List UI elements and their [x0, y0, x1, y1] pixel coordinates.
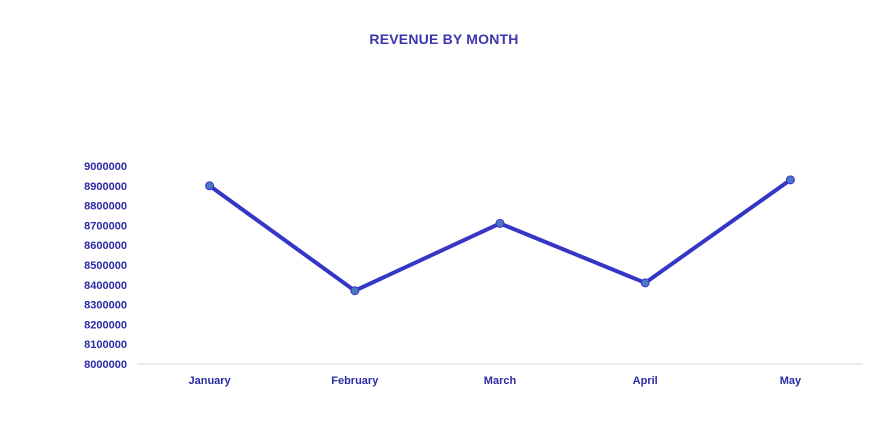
data-point-marker [495, 218, 505, 228]
x-tick-label: March [484, 375, 517, 387]
series-line-segment [498, 221, 648, 285]
y-tick-label: 8100000 [84, 339, 127, 351]
data-point-marker [640, 278, 650, 288]
y-tick-label: 9000000 [84, 161, 127, 173]
y-tick-label: 8300000 [84, 300, 127, 312]
data-point-marker [785, 175, 795, 185]
chart-title: REVENUE BY MONTH [369, 31, 519, 47]
x-tick-label: April [633, 375, 658, 387]
x-tick-label: January [188, 375, 231, 387]
y-tick-label: 8800000 [84, 201, 127, 213]
series-markers [205, 175, 795, 296]
data-point-marker [205, 181, 215, 191]
y-tick-label: 8000000 [84, 359, 127, 371]
series-line-segment [643, 177, 793, 285]
series-lines [207, 177, 793, 293]
data-point-marker [350, 286, 360, 296]
y-tick-label: 8200000 [84, 319, 127, 331]
x-tick-label: May [780, 375, 802, 387]
y-tick-label: 8900000 [84, 181, 127, 193]
series-line-segment [352, 221, 502, 293]
y-tick-label: 8500000 [84, 260, 127, 272]
y-tick-label: 8600000 [84, 240, 127, 252]
y-axis-tick-labels: 9000000 8900000 8800000 8700000 8600000 85000… [84, 161, 127, 371]
y-tick-label: 8700000 [84, 220, 127, 232]
x-tick-label: February [331, 375, 379, 387]
x-axis-tick-labels: January February March April May [188, 375, 801, 387]
series-line-segment [207, 183, 357, 293]
y-tick-label: 8400000 [84, 280, 127, 292]
